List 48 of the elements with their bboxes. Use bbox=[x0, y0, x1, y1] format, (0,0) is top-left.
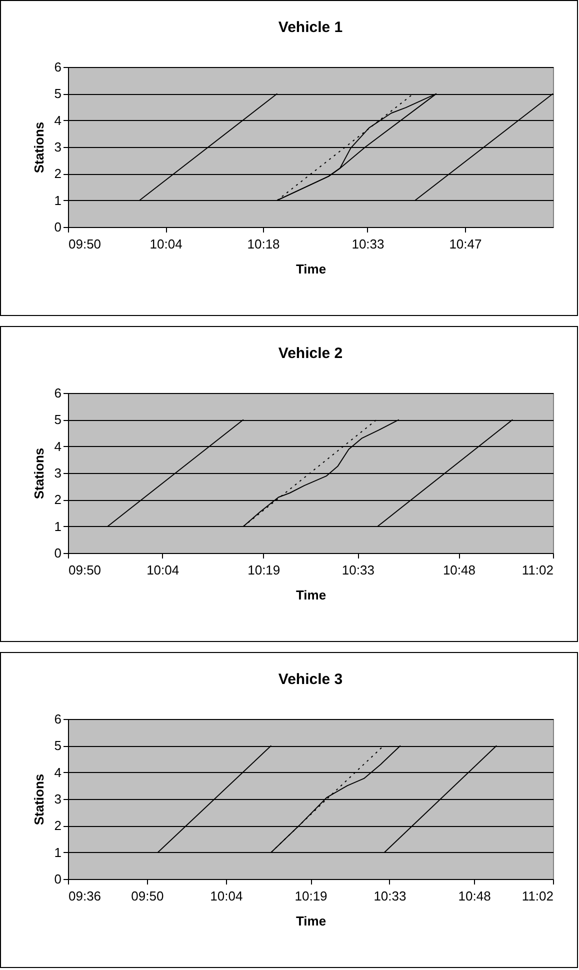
y-tick-label: 4 bbox=[54, 764, 62, 780]
y-tick-label: 0 bbox=[54, 872, 62, 886]
chart-title: Vehicle 1 bbox=[278, 19, 343, 36]
y-tick-label: 3 bbox=[54, 140, 62, 154]
y-tick-label: 3 bbox=[54, 466, 62, 480]
y-tick-label: 2 bbox=[54, 166, 62, 182]
x-tick-label: 11:02 bbox=[522, 562, 554, 578]
x-tick-label: 10:18 bbox=[247, 236, 280, 252]
x-tick-label: 10:19 bbox=[248, 562, 280, 578]
y-tick-label: 5 bbox=[54, 738, 62, 754]
x-tick-label: 10:04 bbox=[150, 236, 182, 252]
chart-title: Vehicle 2 bbox=[278, 345, 343, 362]
y-tick-label: 6 bbox=[54, 712, 62, 726]
y-tick-label: 1 bbox=[54, 844, 62, 860]
x-tick-label: 10:33 bbox=[374, 888, 406, 904]
x-tick-label: 10:48 bbox=[442, 562, 476, 578]
x-tick-label: 09:50 bbox=[131, 888, 164, 904]
x-tick-label: 10:48 bbox=[458, 888, 491, 904]
y-tick-label: 4 bbox=[54, 112, 62, 128]
x-tick-label: 10:04 bbox=[210, 888, 243, 904]
y-tick-label: 4 bbox=[54, 438, 62, 454]
chart-title: Vehicle 3 bbox=[278, 671, 343, 688]
x-tick-label: 09:36 bbox=[68, 888, 102, 904]
y-tick-label: 5 bbox=[54, 412, 62, 428]
y-tick-label: 1 bbox=[54, 192, 62, 208]
y-axis-title: Stations bbox=[31, 448, 46, 500]
y-tick-label: 6 bbox=[54, 60, 62, 74]
y-tick-label: 5 bbox=[54, 86, 62, 102]
y-tick-label: 0 bbox=[54, 546, 62, 560]
x-tick-label: 10:19 bbox=[294, 888, 328, 904]
x-tick-label: 09:50 bbox=[68, 236, 102, 252]
y-tick-label: 6 bbox=[54, 386, 62, 400]
y-axis-title: Stations bbox=[31, 122, 46, 174]
y-tick-label: 3 bbox=[54, 792, 62, 806]
x-axis-title: Time bbox=[296, 588, 326, 602]
x-tick-label: 09:50 bbox=[68, 562, 102, 578]
x-axis-title: Time bbox=[296, 262, 326, 276]
x-tick-label: 10:47 bbox=[449, 236, 482, 252]
y-axis-title: Stations bbox=[31, 774, 46, 826]
y-tick-label: 2 bbox=[54, 492, 62, 508]
x-tick-label: 10:33 bbox=[352, 236, 384, 252]
y-tick-label: 0 bbox=[54, 220, 62, 234]
x-tick-label: 10:33 bbox=[342, 562, 374, 578]
y-tick-label: 1 bbox=[54, 518, 62, 534]
x-axis-title: Time bbox=[296, 914, 326, 928]
y-tick-label: 2 bbox=[54, 818, 62, 834]
x-tick-label: 10:04 bbox=[146, 562, 180, 578]
x-tick-label: 11:02 bbox=[522, 888, 554, 904]
